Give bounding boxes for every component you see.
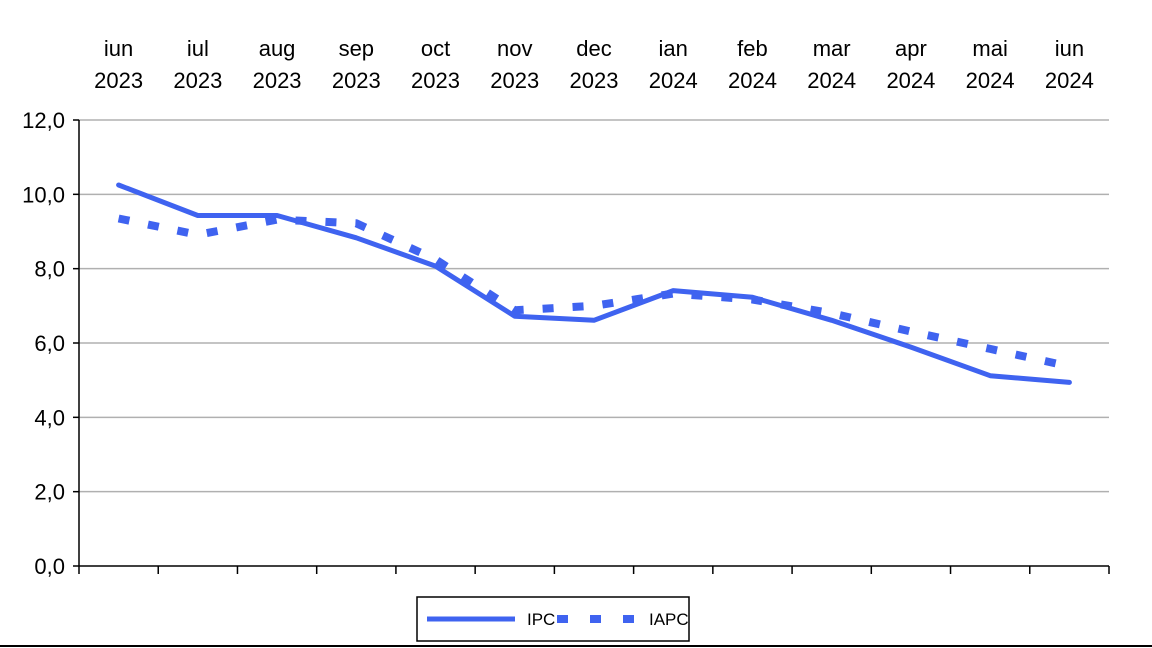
x-tick-label-month: ian [659, 36, 688, 61]
x-tick-label-year: 2024 [649, 68, 698, 93]
y-tick-label: 4,0 [34, 405, 65, 430]
x-tick-label-month: apr [895, 36, 927, 61]
x-tick-label-year: 2023 [570, 68, 619, 93]
y-tick-label: 8,0 [34, 257, 65, 282]
x-tick-label-month: nov [497, 36, 532, 61]
x-tick-label-year: 2024 [966, 68, 1015, 93]
x-tick-label-month: iun [104, 36, 133, 61]
x-tick-label-year: 2023 [332, 68, 381, 93]
y-tick-label: 6,0 [34, 331, 65, 356]
gridlines [79, 119, 1109, 493]
series-line-ipc [116, 182, 1072, 385]
x-tick-label-year: 2024 [1045, 68, 1094, 93]
x-tick-label-month: feb [737, 36, 768, 61]
y-axis: 0,0 2,0 4,0 6,0 8,0 10,0 12,0 [22, 108, 80, 579]
x-tick-label-year: 2023 [253, 68, 302, 93]
y-tick-label: 2,0 [34, 480, 65, 505]
x-tick-label-year: 2024 [886, 68, 935, 93]
x-tick-label-year: 2023 [173, 68, 222, 93]
x-tick-label-year: 2024 [807, 68, 856, 93]
x-tick-label-year: 2023 [94, 68, 143, 93]
x-tick-label-year: 2024 [728, 68, 777, 93]
x-axis-labels: iun 2023 iul 2023 aug 2023 sep 2023 oct 2023 nov 20… [94, 36, 1094, 93]
x-tick-label-month: dec [576, 36, 611, 61]
x-tick-label-month: mai [972, 36, 1007, 61]
y-tick-label: 12,0 [22, 108, 65, 133]
series-layer [116, 182, 1072, 385]
series-line-iapc [117, 214, 1071, 371]
x-axis [78, 565, 1110, 574]
y-tick-label: 0,0 [34, 554, 65, 579]
x-tick-label-year: 2023 [490, 68, 539, 93]
x-tick-label-month: iul [187, 36, 209, 61]
legend-label-ipc: IPC [527, 610, 555, 629]
x-tick-label-month: oct [421, 36, 450, 61]
x-tick-label-month: sep [339, 36, 374, 61]
x-tick-label-year: 2023 [411, 68, 460, 93]
x-tick-label-month: iun [1055, 36, 1084, 61]
legend-label-iapc: IAPC [649, 610, 689, 629]
x-tick-label-month: aug [259, 36, 296, 61]
legend: IPC IAPC [416, 596, 690, 642]
bottom-border-line [0, 645, 1152, 647]
y-tick-label: 10,0 [22, 182, 65, 207]
x-tick-label-month: mar [813, 36, 851, 61]
